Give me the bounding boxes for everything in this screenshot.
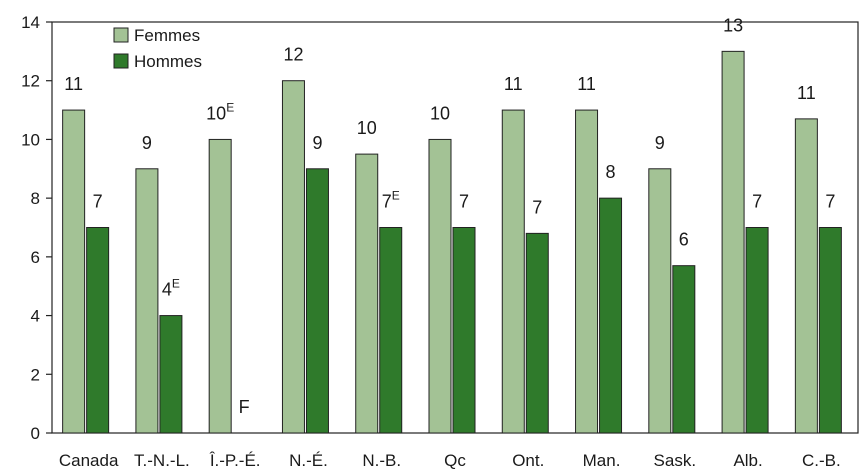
data-label: 10 — [357, 118, 377, 138]
bar-hommes — [599, 197, 623, 434]
data-label: 11 — [577, 74, 596, 94]
y-tick-label: 10 — [21, 130, 40, 149]
bar-hommes — [745, 227, 769, 434]
x-category-label: Sask. — [654, 451, 697, 470]
data-label: 7 — [532, 197, 542, 217]
data-label: 8 — [606, 162, 616, 182]
x-category-label: Canada — [59, 451, 119, 470]
y-tick-label: 8 — [31, 189, 40, 208]
data-label: 9 — [142, 133, 152, 153]
bar-hommes — [525, 232, 549, 434]
bar-hommes — [379, 227, 403, 434]
chart-legend: Femmes Hommes — [113, 26, 202, 71]
x-category-label: Man. — [583, 451, 621, 470]
data-label: 6 — [679, 230, 689, 250]
y-tick-label: 14 — [21, 13, 40, 32]
data-label: 11 — [64, 74, 83, 94]
bar-hommes — [305, 168, 329, 434]
bar-femmes — [135, 168, 159, 434]
x-category-label: Ont. — [512, 451, 544, 470]
x-category-label: N.-B. — [362, 451, 401, 470]
legend-swatch-femmes — [113, 27, 129, 43]
bar-hommes — [86, 227, 110, 434]
bar-femmes — [648, 168, 672, 434]
bar-femmes — [62, 109, 86, 434]
bar-hommes — [159, 315, 183, 434]
x-category-label: Î.-P.-É. — [209, 451, 261, 470]
y-tick-label: 6 — [31, 248, 40, 267]
bar-femmes — [355, 153, 379, 434]
data-label: 9 — [655, 133, 665, 153]
y-tick-label: 2 — [31, 365, 40, 384]
bar-femmes — [208, 138, 232, 434]
legend-label-femmes: Femmes — [134, 26, 200, 45]
x-category-label: Alb. — [733, 451, 762, 470]
data-label: 13 — [723, 15, 743, 35]
data-label: F — [239, 397, 250, 417]
bar-femmes — [281, 80, 305, 434]
data-label: 9 — [312, 133, 322, 153]
bar-femmes — [575, 109, 599, 434]
data-label: 7 — [93, 192, 103, 212]
legend-label-hommes: Hommes — [134, 52, 202, 71]
data-label: 11 — [797, 83, 816, 103]
y-tick-label: 4 — [31, 307, 40, 326]
y-tick-label: 12 — [21, 72, 40, 91]
x-category-label: C.-B. — [802, 451, 841, 470]
x-category-label: Qc — [444, 451, 466, 470]
data-label: 10 — [430, 103, 450, 123]
y-tick-label: 0 — [31, 424, 40, 443]
bar-femmes — [428, 138, 452, 434]
bar-hommes — [452, 227, 476, 434]
data-label: 7 — [825, 192, 835, 212]
x-category-label: N.-É. — [289, 451, 328, 470]
data-label: 10E — [206, 100, 234, 123]
bar-femmes — [501, 109, 525, 434]
bar-hommes — [672, 265, 696, 434]
chart-bars — [62, 50, 842, 434]
data-label: 12 — [283, 45, 303, 65]
data-label: 7 — [752, 192, 762, 212]
bar-hommes — [818, 227, 842, 434]
data-label: 7 — [459, 192, 469, 212]
bar-femmes — [794, 118, 818, 434]
data-label: 11 — [504, 74, 523, 94]
data-label: 7E — [382, 189, 400, 212]
chart-axes: 0 2 4 6 8 10 12 14 Canada T.-N.-L. Î.-P.-É. N.-É. N.… — [21, 13, 859, 470]
data-label: 4E — [162, 277, 180, 300]
bar-femmes — [721, 50, 745, 434]
x-category-label: T.-N.-L. — [134, 451, 190, 470]
legend-swatch-hommes — [113, 53, 129, 69]
